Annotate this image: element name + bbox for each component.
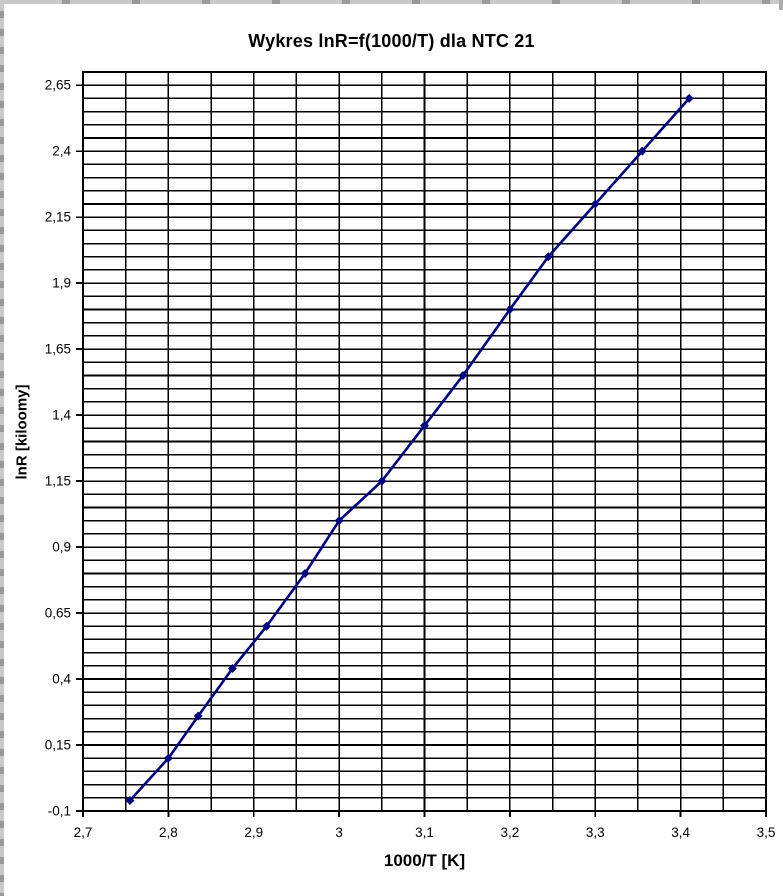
x-tick-label: 2,9 (244, 825, 263, 840)
y-tick-label: 0,65 (45, 606, 71, 621)
x-tick-label: 3,1 (415, 825, 434, 840)
y-tick-label: 1,4 (52, 408, 71, 423)
data-point-diamond-marker (227, 663, 237, 673)
data-point-diamond-marker (193, 711, 203, 721)
data-point-diamond-marker (590, 199, 600, 209)
y-tick-label: 1,9 (52, 276, 71, 291)
data-point-diamond-marker (637, 146, 647, 156)
page-boundary-dashes-left (0, 0, 4, 896)
x-tick-label: 3,5 (757, 825, 776, 840)
y-tick-label: 2,65 (45, 78, 71, 93)
data-point-diamond-marker (543, 252, 553, 262)
chart-title: Wykres lnR=f(1000/T) dla NTC 21 (248, 31, 535, 51)
x-tick-label: 3,3 (586, 825, 605, 840)
y-tick-label: 1,65 (45, 342, 71, 357)
data-point-diamond-marker (125, 795, 135, 805)
data-point-diamond-marker (684, 93, 694, 103)
data-point-diamond-marker (420, 421, 429, 431)
x-tick-label: 3,2 (500, 825, 519, 840)
data-point-diamond-marker (300, 568, 310, 578)
y-tick-label: -0,1 (48, 804, 71, 819)
x-tick-label: 2,8 (159, 825, 178, 840)
y-tick-label: 2,15 (45, 210, 71, 225)
y-tick-label: 0,9 (52, 540, 71, 555)
data-point-diamond-marker (163, 753, 173, 763)
y-tick-label: 0,15 (45, 738, 71, 753)
y-tick-label: 1,15 (45, 474, 71, 489)
page-boundary-dashes-top (0, 0, 783, 4)
data-point-diamond-marker (262, 621, 272, 631)
y-tick-label: 2,4 (52, 144, 71, 159)
x-tick-label: 3,4 (671, 825, 690, 840)
data-point-diamond-marker (458, 371, 468, 381)
x-tick-label: 3 (335, 825, 343, 840)
y-axis-title: lnR [kiloomy] (13, 384, 31, 480)
data-point-diamond-marker (334, 516, 344, 526)
y-tick-label: 0,4 (52, 672, 71, 687)
data-point-diamond-marker (505, 305, 515, 315)
x-tick-label: 2,7 (74, 825, 93, 840)
data-point-diamond-marker (377, 476, 387, 486)
page-boundary-dashes-corner (779, 0, 783, 10)
x-axis-title: 1000/T [K] (383, 851, 466, 870)
